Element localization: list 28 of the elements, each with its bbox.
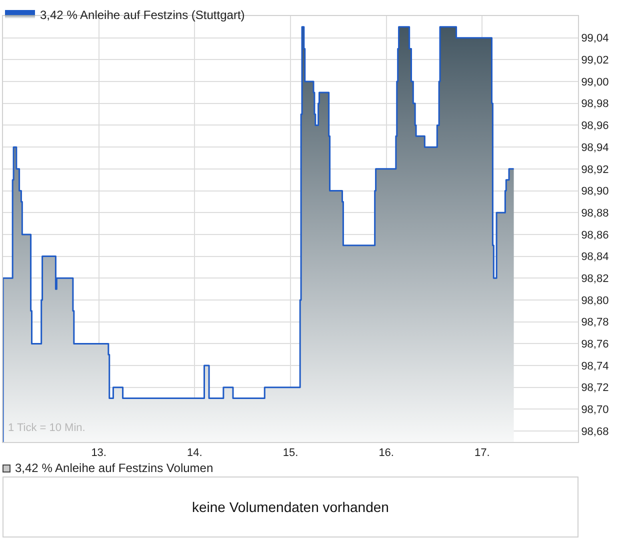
x-tick-label: 17. — [474, 447, 490, 460]
y-tick-label: 98,92 — [581, 164, 609, 176]
x-tick-label: 16. — [378, 447, 394, 460]
y-tick-label: 98,72 — [581, 382, 609, 394]
y-tick-label: 98,90 — [581, 186, 609, 198]
y-tick-label: 99,04 — [581, 32, 609, 45]
x-tick-label: 15. — [282, 447, 298, 460]
x-tick-label: 14. — [187, 447, 202, 460]
y-tick-label: 98,88 — [581, 207, 609, 220]
legend-label: 3,42 % Anleihe auf Festzins (Stuttgart) — [40, 8, 245, 22]
y-tick-label: 98,98 — [581, 98, 609, 110]
y-tick-label: 98,68 — [581, 426, 609, 438]
annotation: 1 Tick = 10 Min. — [8, 422, 86, 434]
y-tick-label: 98,82 — [581, 273, 609, 285]
y-tick-label: 98,96 — [581, 120, 609, 132]
text: 3,42 % Anleihe auf Festzins Volumen — [15, 461, 214, 475]
y-tick-label: 98,76 — [581, 338, 609, 351]
y-tick-label: 98,84 — [581, 251, 609, 264]
y-tick-label: 99,02 — [581, 54, 609, 67]
y-tick-label: 98,74 — [581, 360, 609, 372]
y-tick-label: 98,80 — [581, 294, 609, 307]
text: keine Volumendaten vorhanden — [192, 499, 389, 515]
y-tick-label: 98,78 — [581, 316, 609, 329]
y-tick-label: 98,70 — [581, 404, 609, 416]
y-tick-label: 99,00 — [581, 76, 609, 88]
x-tick-label: 13. — [91, 447, 106, 460]
y-tick-label: 98,94 — [581, 142, 609, 154]
y-tick-label: 98,86 — [581, 229, 609, 242]
